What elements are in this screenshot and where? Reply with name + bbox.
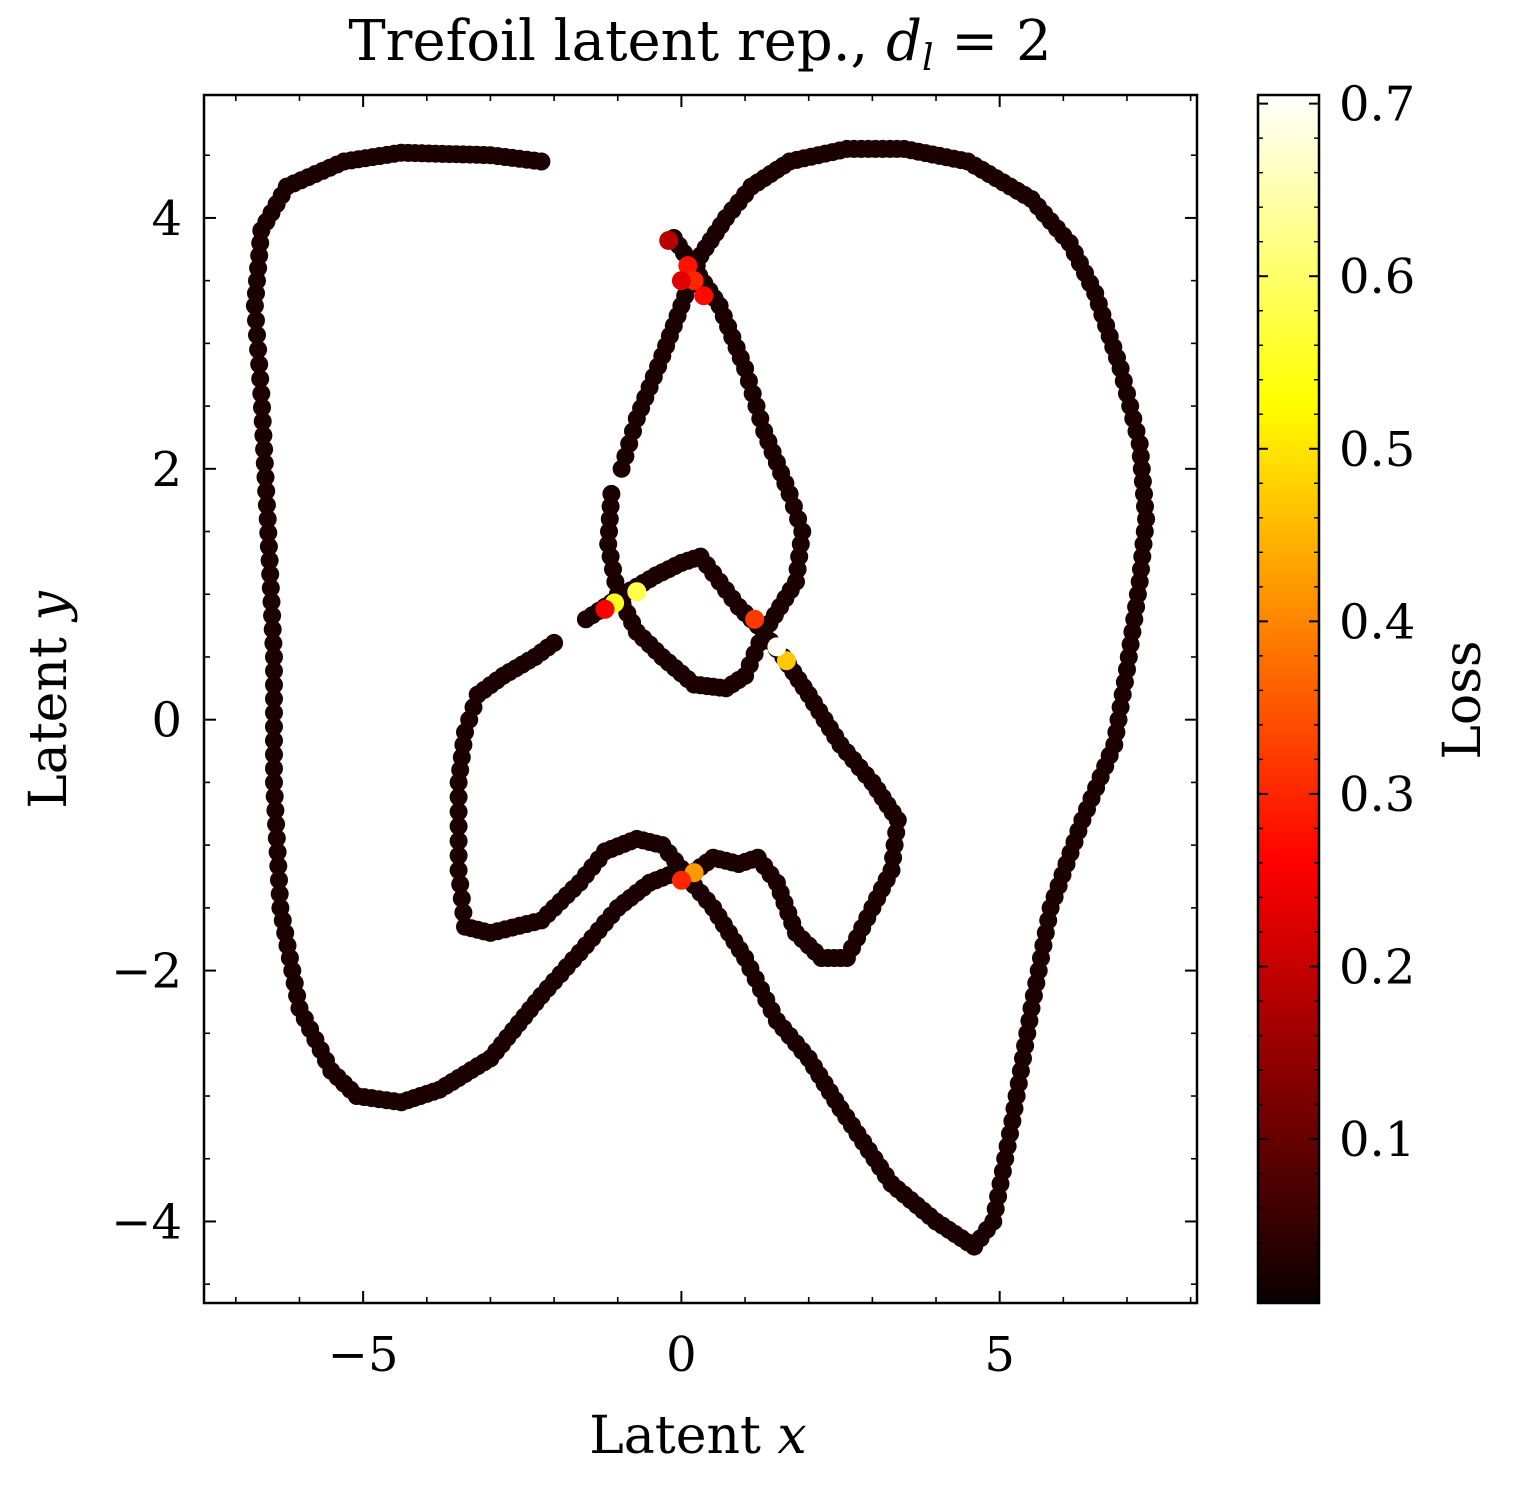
high-loss-point [776, 651, 796, 671]
scatter-point [265, 787, 284, 806]
y-tick-label: 4 [151, 191, 182, 247]
scatter-point [265, 731, 283, 750]
axis-ticks: −5 0 5 −4 −2 0 2 4 [111, 95, 1197, 1383]
high-loss-point [767, 637, 787, 657]
x-tick-label: −5 [328, 1327, 399, 1383]
scatter-points [245, 139, 1156, 1256]
scatter-point [449, 788, 468, 807]
scatter-point [452, 889, 471, 908]
high-loss-point [678, 256, 698, 276]
scatter-point [247, 311, 265, 330]
colorbar-label: Loss [1433, 640, 1493, 759]
scatter-point [255, 454, 274, 473]
scatter-point [255, 440, 274, 459]
scatter-point [270, 884, 289, 903]
scatter-point [263, 620, 282, 639]
scatter-point [449, 861, 468, 880]
scatter-point [257, 482, 276, 501]
scatter-point [449, 802, 468, 821]
scatter-point [267, 815, 286, 834]
y-axis-label: Latent y [19, 591, 79, 809]
scatter-point [545, 633, 564, 652]
high-loss-point [659, 231, 679, 250]
scatter-point [264, 634, 283, 653]
x-axis-label: Latent x [589, 1406, 806, 1466]
scatter-point [454, 903, 473, 922]
scatter-point [449, 846, 468, 865]
scatter-point [266, 801, 285, 820]
scatter-point [259, 523, 278, 542]
high-loss-point [694, 286, 714, 306]
scatter-point [612, 459, 631, 478]
high-loss-point [671, 271, 691, 291]
scatter-point [250, 355, 269, 374]
scatter-point [265, 745, 283, 764]
scatter-point [248, 326, 266, 344]
high-loss-point [671, 870, 691, 890]
colorbar-ticks: 0.1 0.2 0.3 0.4 0.5 0.6 0.7 [1258, 77, 1415, 1278]
colorbar-tick-label: 0.5 [1339, 422, 1415, 478]
scatter-point [254, 426, 273, 445]
scatter-point [249, 340, 268, 359]
x-tick-label: 5 [984, 1327, 1015, 1383]
x-tick-label: 0 [666, 1327, 697, 1383]
scatter-point [451, 875, 470, 894]
scatter-point [259, 537, 278, 556]
y-tick-label: 0 [151, 693, 182, 749]
scatter-point [265, 689, 283, 708]
high-loss-point [627, 582, 647, 602]
scatter-point [270, 871, 288, 889]
plot-area-frame [202, 93, 1199, 1305]
y-tick-label: −2 [111, 944, 182, 1000]
scatter-point [265, 759, 283, 778]
scatter-point [265, 661, 283, 680]
scatter-point [262, 592, 281, 611]
high-loss-point [595, 599, 615, 619]
colorbar-tick-label: 0.4 [1339, 594, 1415, 650]
colorbar [1256, 93, 1321, 1305]
scatter-point [245, 296, 264, 315]
scatter-point [253, 398, 271, 417]
y-tick-label: 2 [151, 442, 182, 498]
scatter-point [261, 579, 280, 597]
scatter-point [456, 917, 474, 936]
scatter-point [260, 551, 279, 570]
colorbar-tick-label: 0.6 [1339, 249, 1415, 305]
y-tick-label: −4 [111, 1194, 182, 1250]
scatter-point [269, 857, 288, 875]
scatter-point [253, 412, 272, 431]
colorbar-tick-label: 0.7 [1339, 77, 1415, 133]
scatter-point [449, 817, 468, 836]
scatter-point [261, 565, 280, 584]
scatter-point [449, 832, 468, 850]
scatter-point [265, 703, 283, 722]
scatter-point [263, 606, 282, 625]
colorbar-tick-label: 0.1 [1339, 1112, 1415, 1168]
colorbar-tick-label: 0.2 [1339, 939, 1415, 995]
high-loss-point [745, 609, 765, 629]
scatter-point [256, 468, 275, 487]
scatter-point [268, 843, 287, 862]
scatter-point [251, 369, 270, 388]
chart-title: Trefoil latent rep., dl = 2 [348, 9, 1051, 79]
scatter-point [257, 496, 276, 515]
scatter-point [258, 510, 277, 528]
scatter-point [265, 675, 283, 694]
colorbar-tick-label: 0.3 [1339, 767, 1415, 823]
scatter-point [265, 773, 283, 792]
scatter-point [265, 717, 283, 736]
scatter-point [265, 648, 283, 666]
scatter-point [252, 384, 271, 403]
scatter-point [267, 829, 286, 848]
